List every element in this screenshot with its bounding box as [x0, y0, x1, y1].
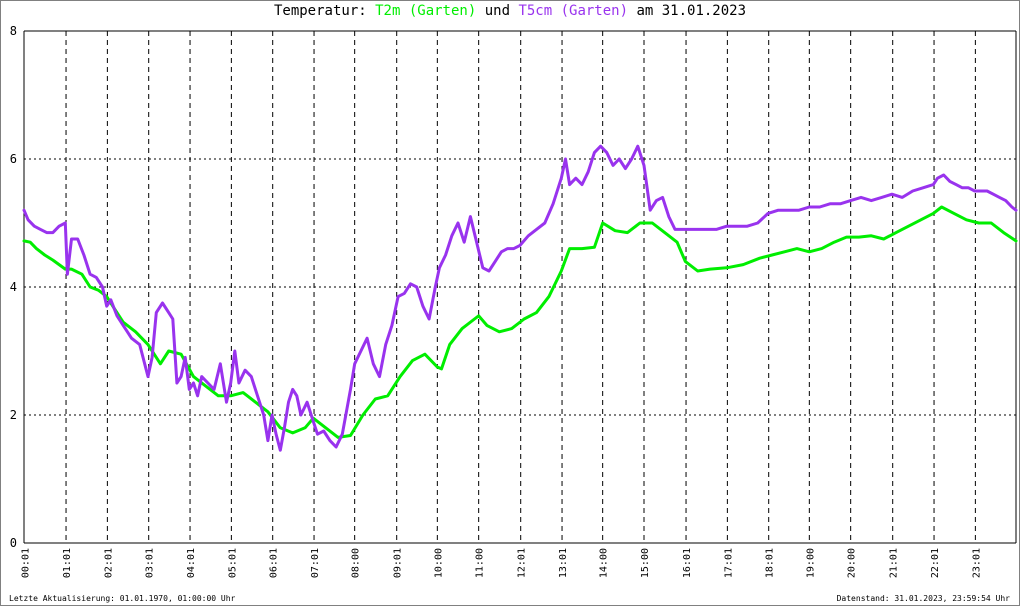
- x-tick-label: 03:01: [145, 548, 156, 578]
- x-tick-label: 04:01: [186, 548, 197, 578]
- t5cm-series-line: [22, 144, 1018, 452]
- x-tick-label: 07:01: [310, 548, 321, 578]
- y-tick-label: 6: [10, 152, 17, 166]
- x-tick-label: 21:01: [889, 548, 900, 578]
- x-tick-label: 11:00: [475, 548, 486, 578]
- x-tick-label: 23:01: [971, 548, 982, 578]
- last-update-text: Letzte Aktualisierung: 01.01.1970, 01:00…: [9, 594, 236, 603]
- x-tick-label: 09:01: [393, 548, 404, 578]
- x-tick-label: 20:00: [847, 548, 858, 578]
- x-tick-label: 16:01: [682, 548, 693, 578]
- x-tick-label: 19:00: [805, 548, 816, 578]
- y-tick-label: 0: [10, 536, 17, 550]
- chart-title: Temperatur: T2m (Garten) und T5cm (Garte…: [0, 3, 1020, 19]
- x-tick-label: 17:01: [723, 548, 734, 578]
- x-tick-label: 15:00: [640, 548, 651, 578]
- x-tick-label: 01:01: [62, 548, 73, 578]
- title-suffix: am 31.01.2023: [628, 3, 747, 19]
- y-tick-label: 8: [10, 24, 17, 38]
- y-tick-label: 2: [10, 408, 17, 422]
- x-tick-label: 18:01: [765, 548, 776, 578]
- x-tick-label: 14:00: [599, 548, 610, 578]
- x-tick-label: 05:01: [227, 548, 238, 578]
- x-tick-label: 12:01: [517, 548, 528, 578]
- x-tick-label: 08:00: [351, 548, 362, 578]
- x-tick-label: 00:01: [21, 548, 32, 578]
- title-prefix: Temperatur:: [273, 3, 376, 19]
- data-status-text: Datenstand: 31.01.2023, 23:59:54 Uhr: [836, 594, 1010, 603]
- x-tick-label: 02:01: [103, 548, 114, 578]
- t2m-series-line: [22, 205, 1018, 439]
- title-series-t2m: T2m (Garten): [375, 3, 477, 19]
- x-tick-label: 22:01: [930, 548, 941, 578]
- x-tick-label: 13:01: [558, 548, 569, 578]
- title-joiner: und: [476, 3, 519, 19]
- x-tick-label: 10:00: [433, 548, 444, 578]
- title-series-t5cm: T5cm (Garten): [518, 3, 629, 19]
- x-tick-label: 06:01: [269, 548, 280, 578]
- y-tick-label: 4: [10, 280, 17, 294]
